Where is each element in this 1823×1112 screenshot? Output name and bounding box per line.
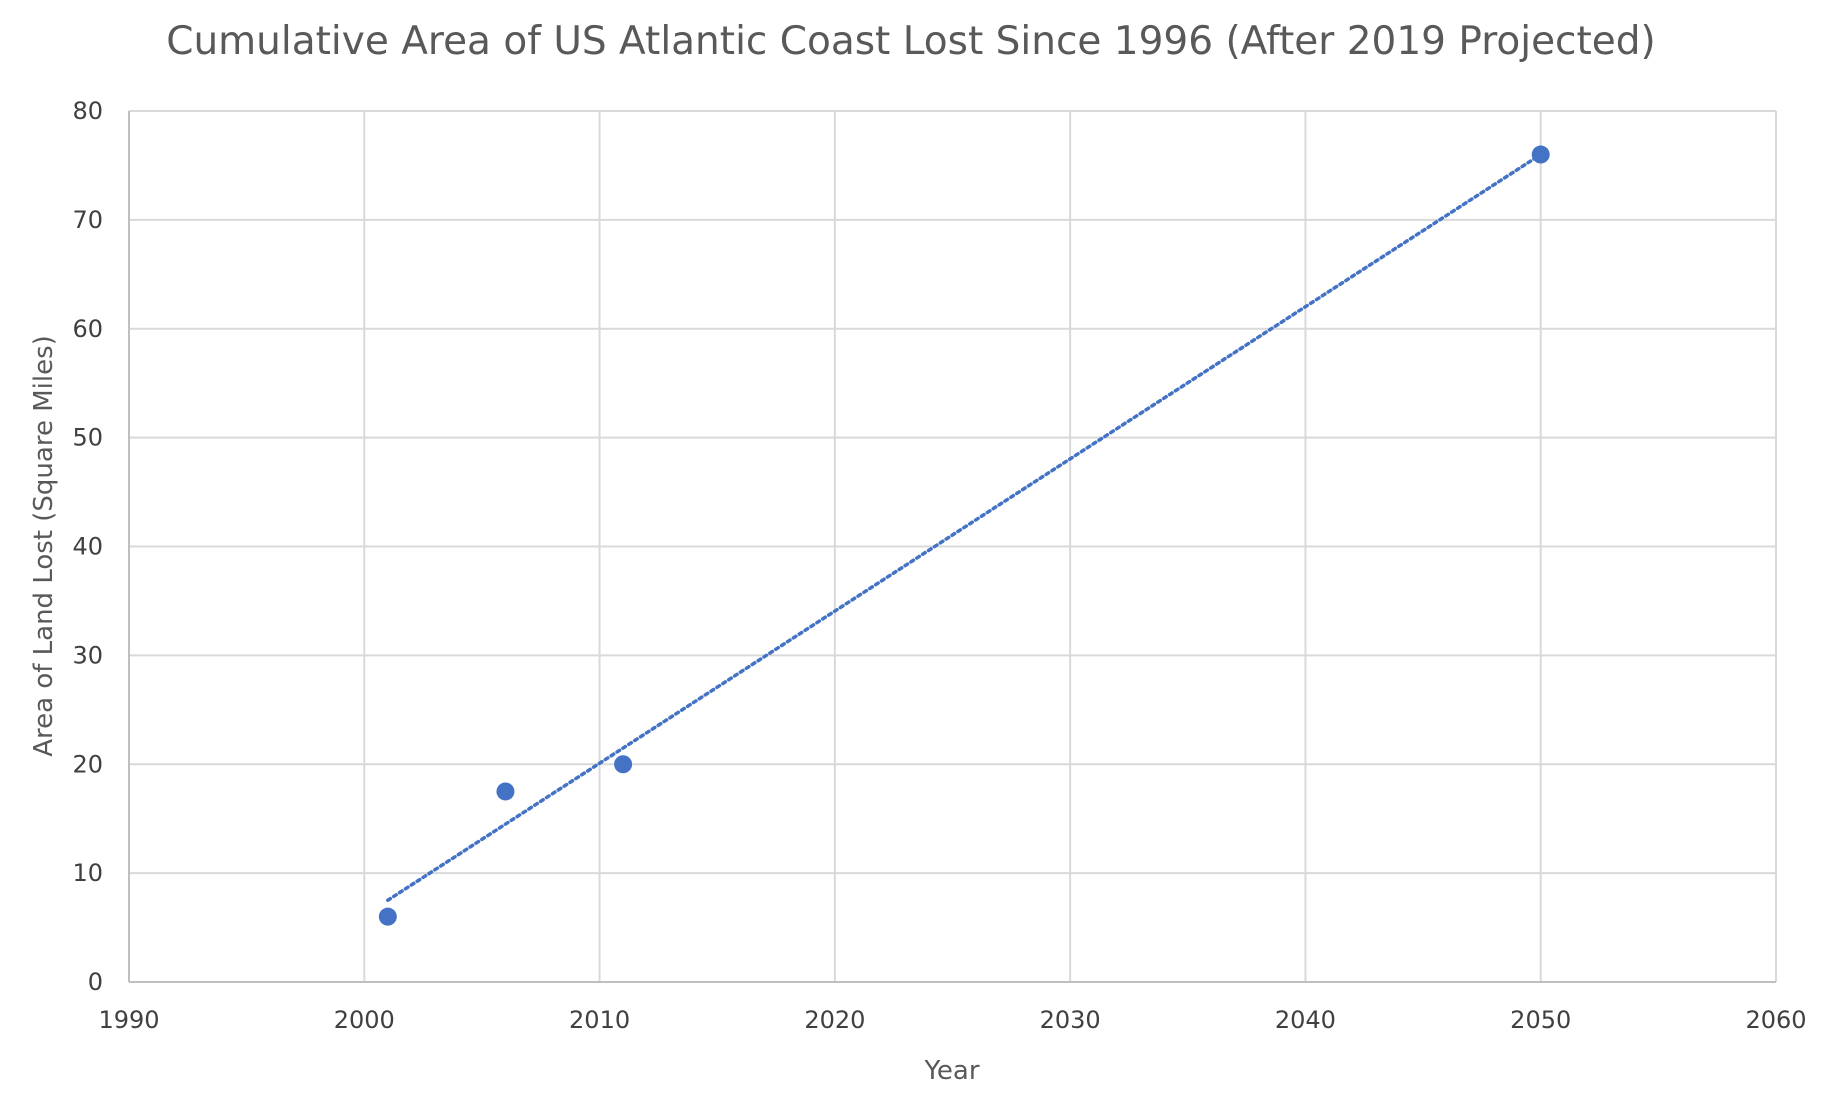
y-axis-title: Area of Land Lost (Square Miles): [29, 335, 59, 757]
x-tick-label: 2060: [1745, 1006, 1806, 1034]
x-tick-label: 2050: [1510, 1006, 1571, 1034]
x-tick-label: 2040: [1275, 1006, 1336, 1034]
y-tick-label: 20: [72, 750, 103, 778]
data-points: [378, 145, 1550, 926]
y-tick-label: 30: [72, 641, 103, 669]
data-point: [378, 907, 397, 926]
y-tick-label: 40: [72, 533, 103, 561]
data-point: [614, 755, 633, 774]
trendline-layer: [386, 152, 1543, 902]
axes: [128, 111, 1776, 983]
y-tick-label: 0: [88, 968, 103, 996]
data-point: [496, 782, 515, 801]
x-axis-title: Year: [923, 1056, 979, 1086]
y-tick-label: 80: [72, 97, 103, 125]
tick-labels: 1990 2000 2010 2020 2030 2040 2050 206001020304…: [72, 97, 1806, 1034]
x-tick-label: 2030: [1040, 1006, 1101, 1034]
y-tick-label: 50: [72, 424, 103, 452]
x-tick-label: 2010: [569, 1006, 630, 1034]
data-point: [1531, 145, 1550, 164]
x-tick-label: 1990: [98, 1006, 159, 1034]
y-tick-label: 60: [72, 315, 103, 343]
gridlines: [129, 110, 1777, 982]
y-tick-label: 70: [72, 206, 103, 234]
x-tick-label: 2000: [334, 1006, 395, 1034]
trendline: [386, 152, 1543, 902]
x-tick-label: 2020: [804, 1006, 865, 1034]
chart-title: Cumulative Area of US Atlantic Coast Los…: [166, 19, 1656, 64]
y-tick-label: 10: [72, 859, 103, 887]
